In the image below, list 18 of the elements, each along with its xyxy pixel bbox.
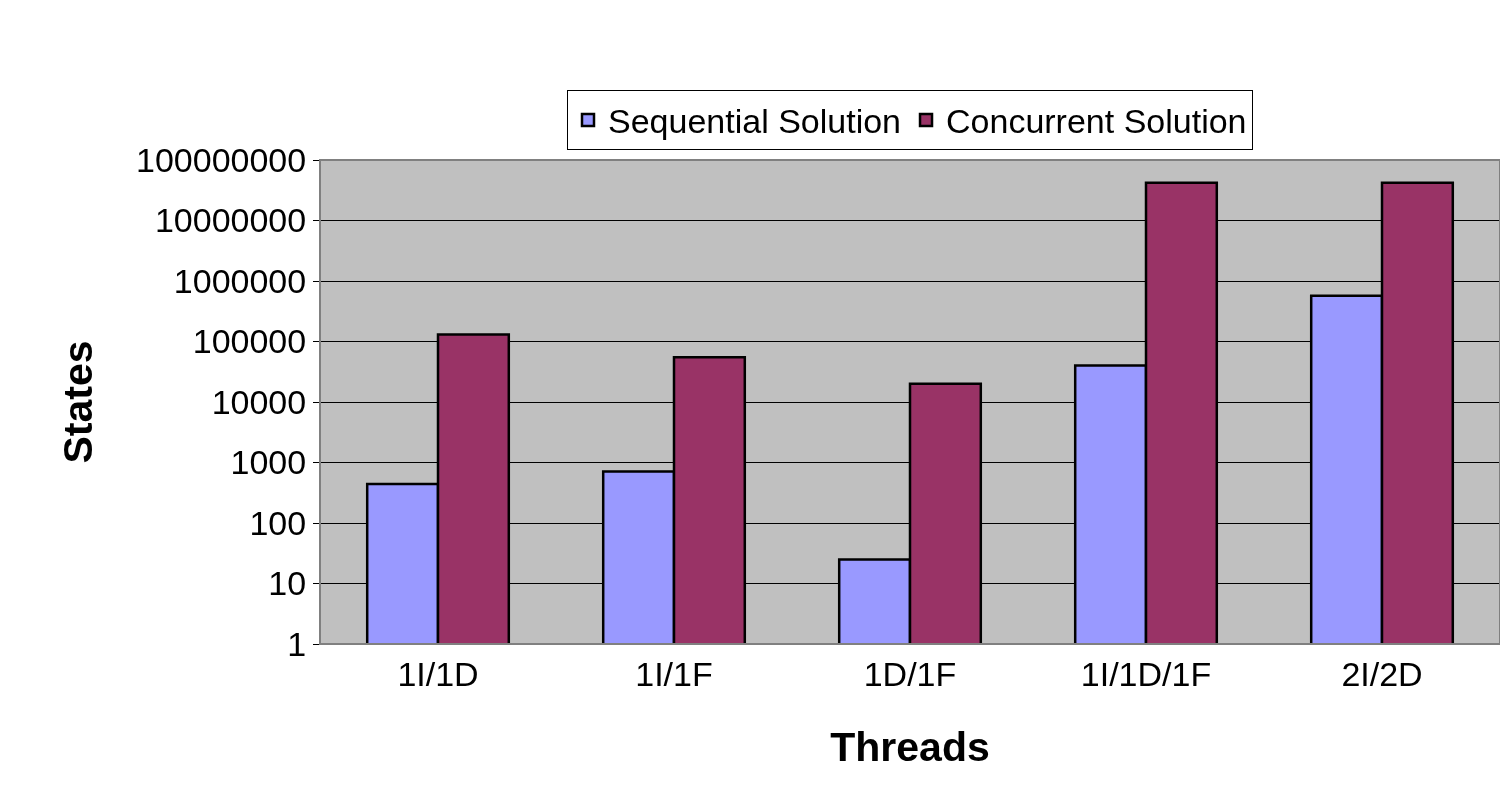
x-tick-label: 1I/1D [397,654,479,693]
x-tick-label: 1I/1D/1F [1080,654,1212,693]
y-tick-label: 1000 [230,443,307,482]
x-tick-label: 2I/2D [1341,654,1423,693]
y-tick-label: 100000000 [136,140,307,179]
legend-label: Concurrent Solution [946,102,1247,141]
x-tick-label: 1I/1F [635,654,713,693]
y-tick-label: 10 [268,564,307,603]
x-axis-title: Threads [830,724,990,770]
y-tick-label: 1000000 [173,261,307,300]
y-axis-title: States [55,340,102,464]
x-tick-label: 1D/1F [863,654,957,693]
y-tick-label: 100000 [192,322,307,361]
y-tick-label: 100 [249,503,307,542]
y-tick-label: 10000 [211,382,307,421]
legend-label: Sequential Solution [608,102,902,141]
y-tick-label: 1 [287,624,307,663]
y-tick-label: 10000000 [154,201,307,240]
